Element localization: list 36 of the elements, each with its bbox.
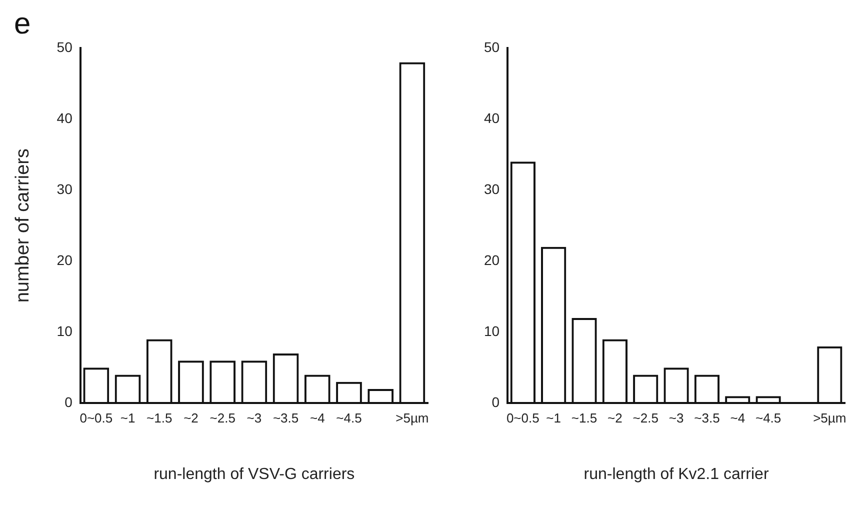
y-tick-label: 30 [484, 180, 500, 197]
y-tick-label: 0 [492, 394, 500, 410]
x-tick-label: 0~0.5 [80, 410, 113, 426]
y-axis-title: number of carriers [12, 148, 34, 303]
x-tick-label: ~4 [730, 410, 746, 426]
x-tick-label: ~1 [546, 410, 561, 426]
x-tick-label: ~4.5 [336, 410, 362, 426]
x-tick-label: ~2.5 [632, 410, 658, 426]
x-tick-label: >5µm [396, 410, 429, 426]
x-tick-label: ~4 [310, 410, 325, 426]
y-tick-label: 40 [56, 110, 73, 126]
y-tick-label: 0 [64, 394, 73, 410]
y-tick-label: 10 [484, 323, 500, 340]
x-tick-label: ~2.5 [210, 410, 236, 426]
x-tick-label: 0~0.5 [506, 410, 540, 426]
x-tick-label: ~4.5 [755, 410, 782, 426]
x-tick-label: ~3.5 [694, 410, 720, 426]
x-tick-label: ~2 [608, 410, 622, 426]
y-tick-label: 10 [56, 323, 73, 340]
x-axis-title: run-length of Kv2.1 carrier [584, 466, 770, 483]
y-tick-label: 50 [484, 38, 500, 55]
y-tick-label: 30 [56, 180, 73, 197]
text: e [14, 7, 31, 40]
x-tick-label: ~1 [120, 410, 136, 426]
x-tick-label: ~3.5 [272, 410, 299, 426]
x-tick-label: ~1.5 [146, 410, 172, 426]
x-tick-label: ~3 [668, 410, 684, 426]
x-tick-label: ~1.5 [571, 410, 598, 426]
x-tick-label: >5µm [813, 410, 846, 426]
x-tick-label: ~3 [246, 410, 262, 426]
x-tick-label: ~2 [184, 410, 198, 426]
y-tick-label: 40 [484, 110, 500, 126]
y-tick-label: 50 [56, 38, 73, 55]
x-axis-title: run-length of VSV-G carriers [154, 466, 355, 483]
y-tick-label: 20 [56, 252, 73, 268]
y-tick-label: 20 [484, 252, 500, 268]
